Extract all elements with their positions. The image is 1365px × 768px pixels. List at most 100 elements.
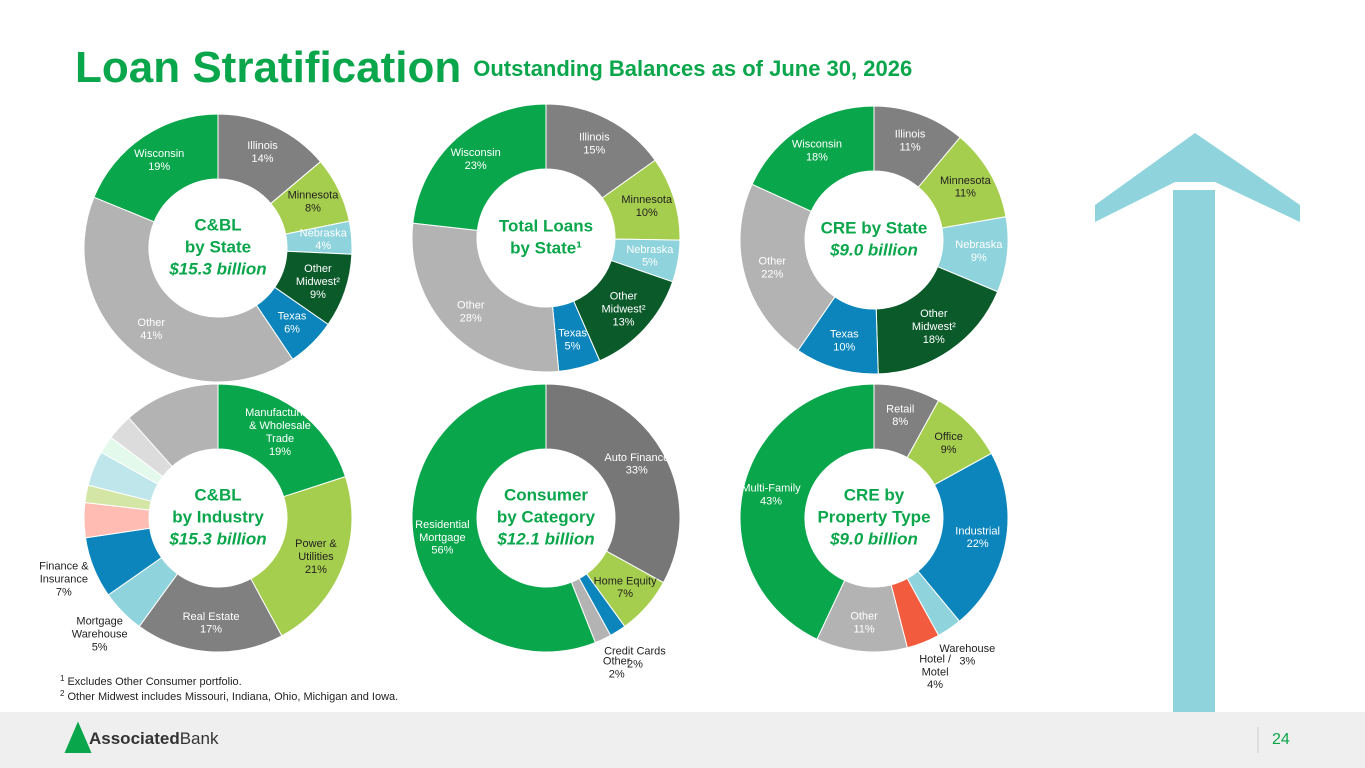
slice-value-label: 43% [760, 495, 782, 507]
slice-value-label: 18% [923, 334, 945, 346]
slice-value-label: 10% [833, 342, 855, 354]
slice-label: Illinois [895, 128, 926, 140]
slice-value-label: 17% [200, 624, 222, 636]
slice-label: Auto Finance [604, 452, 669, 464]
slice-value-label: 11% [955, 188, 976, 200]
donut-center-title: CRE by State [821, 218, 928, 237]
slice-value-label: 22% [967, 538, 989, 550]
slice-label: Other [850, 610, 878, 622]
slice-value-label: 8% [305, 202, 321, 214]
slice-label: Warehouse [939, 643, 995, 655]
slice-label: Other Midwest² [296, 263, 340, 288]
donut-center-title: C&BL [194, 485, 241, 504]
slice-label: Nebraska [300, 227, 348, 239]
footnote-text: Excludes Other Consumer portfolio. [67, 676, 241, 688]
slice-value-label: 13% [612, 316, 634, 328]
donut-slice [739, 183, 836, 352]
donut-slice [412, 103, 547, 231]
slice-label: Industrial [955, 525, 1000, 537]
slice-value-label: 5% [642, 257, 658, 269]
donut-center-subtitle: $12.1 billion [496, 529, 594, 548]
slice-value-label: 19% [148, 161, 170, 173]
donut-center-title: CRE by [844, 485, 905, 504]
slice-label: Power & Utilities [295, 538, 337, 563]
donut-center-title: by Category [497, 507, 596, 526]
donut-center-title: Consumer [504, 485, 588, 504]
slice-value-label: 4% [927, 679, 943, 691]
slice-label: Manufacturing & Wholesale Trade [245, 407, 315, 445]
slice-label: Hotel / Motel [919, 653, 952, 678]
logo: AssociatedBank [64, 721, 219, 753]
slice-label: Illinois [579, 132, 610, 144]
donut-center-title: C&BL [194, 215, 241, 234]
footnote-mark: 1 [60, 674, 65, 683]
slice-value-label: 56% [431, 545, 453, 557]
footnote-mark: 2 [60, 689, 65, 698]
slice-value-label: 2% [627, 659, 643, 671]
slice-value-label: 18% [806, 152, 828, 164]
slice-label: Texas [830, 329, 859, 341]
slice-value-label: 7% [617, 588, 633, 600]
slice-value-label: 5% [92, 641, 108, 653]
slice-label: Other Midwest² [601, 290, 645, 315]
footnote-text: Other Midwest includes Missouri, Indiana… [67, 691, 398, 703]
slice-value-label: 23% [465, 160, 487, 172]
logo-bold: Associated [89, 729, 180, 748]
slice-value-label: 2% [609, 669, 625, 681]
slice-label: Wisconsin [451, 147, 501, 159]
donut-center-subtitle: $15.3 billion [168, 259, 266, 278]
slice-label: Other [759, 256, 787, 268]
donut-slice [411, 222, 560, 373]
footnote: 2 Other Midwest includes Missouri, Indian… [60, 689, 398, 703]
slide-title: Loan Stratification Outstanding Balances … [75, 43, 912, 92]
slice-value-label: 9% [971, 252, 987, 264]
slice-value-label: 14% [251, 153, 273, 165]
slice-value-label: 9% [941, 444, 957, 456]
slice-value-label: 3% [959, 656, 975, 668]
donut-center-subtitle: $9.0 billion [829, 529, 918, 548]
donut-slice [545, 383, 681, 584]
logo-text: AssociatedBank [89, 729, 219, 748]
donut-center-title: by Industry [172, 507, 264, 526]
slice-label: Finance & Insurance [39, 561, 89, 586]
slice-label: Minnesota [940, 175, 992, 187]
slide-subtitle: Outstanding Balances as of June 30, 2026 [473, 56, 912, 81]
slice-value-label: 5% [565, 341, 581, 353]
slice-label: Other Midwest² [912, 308, 956, 333]
slice-value-label: 19% [269, 446, 291, 458]
slice-label: Nebraska [626, 244, 674, 256]
donut-center-subtitle: $15.3 billion [168, 529, 266, 548]
slice-value-label: 7% [56, 587, 72, 599]
donut-center-title: Property Type [817, 507, 930, 526]
slice-value-label: 6% [284, 324, 300, 336]
slice-label: Other [138, 317, 166, 329]
slice-label: Mortgage Warehouse [72, 615, 128, 640]
logo-regular: Bank [180, 729, 219, 748]
slice-label: Minnesota [288, 189, 340, 201]
slice-label: Credit Cards [604, 646, 666, 658]
slice-value-label: 10% [636, 207, 658, 219]
donut-center-title: by State [185, 237, 251, 256]
slice-label: Illinois [247, 140, 278, 152]
footer [0, 712, 1365, 768]
slice-value-label: 41% [140, 330, 162, 342]
slice-label: Nebraska [955, 239, 1003, 251]
slice-value-label: 4% [315, 240, 331, 252]
slice-label: Multi-Family [741, 482, 801, 494]
arrow-shaft [1173, 190, 1215, 712]
title-text: Loan Stratification [75, 43, 461, 92]
slice-value-label: 28% [460, 312, 482, 324]
slice-value-label: 33% [626, 465, 648, 477]
slice-label: Texas [558, 328, 587, 340]
arrow [1095, 133, 1300, 712]
donut-slice [83, 196, 294, 383]
slice-value-label: 9% [310, 289, 326, 301]
donut-slice [751, 105, 875, 212]
